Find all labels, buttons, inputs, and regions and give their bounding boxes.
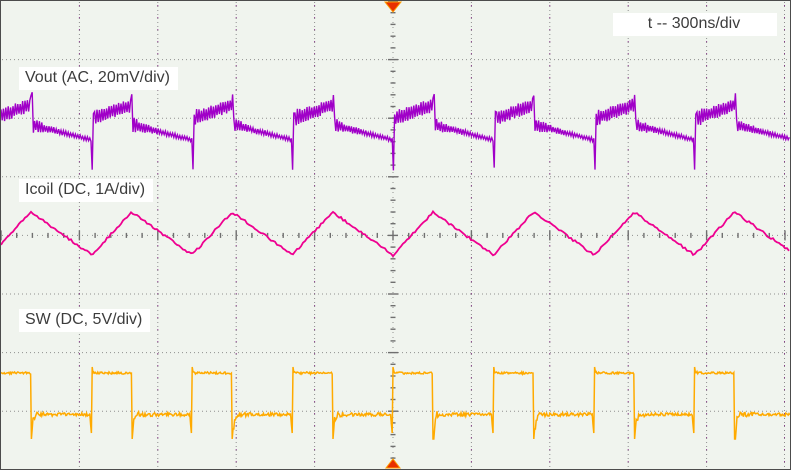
icoil-trace-label: Icoil (DC, 1A/div) [19,179,154,202]
vout-trace-label: Vout (AC, 20mV/div) [19,67,178,90]
timebase-label: t -- 300ns/div [613,13,777,36]
trigger-marker-top [383,1,403,13]
trigger-marker-bottom [384,458,402,469]
sw-trace-label: SW (DC, 5V/div) [19,309,151,332]
